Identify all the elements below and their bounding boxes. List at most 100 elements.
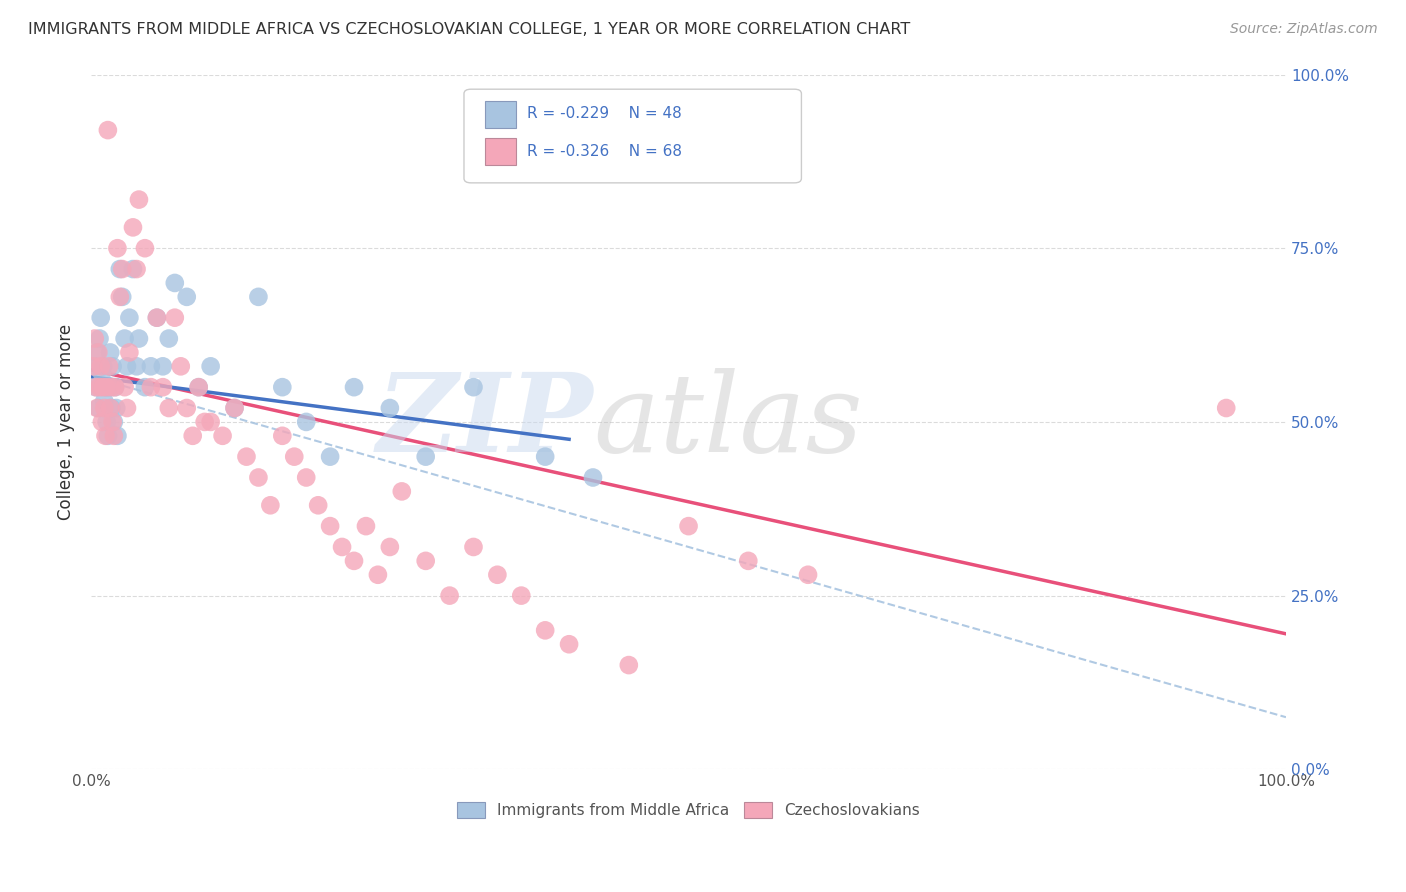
Point [330, 540, 353, 554]
Point [114, 380, 136, 394]
Point [415, 554, 437, 568]
Point [163, 276, 186, 290]
Point [307, 498, 329, 512]
Point [107, 241, 129, 255]
Point [91, 380, 114, 394]
Point [247, 470, 270, 484]
Point [211, 429, 233, 443]
Y-axis label: College, 1 year or more: College, 1 year or more [58, 324, 75, 520]
Point [107, 429, 129, 443]
Point [737, 554, 759, 568]
Point [152, 359, 174, 374]
Point [187, 380, 209, 394]
Point [93, 401, 115, 415]
Point [415, 450, 437, 464]
Point [97, 429, 120, 443]
Point [115, 359, 138, 374]
Point [176, 401, 198, 415]
Point [163, 310, 186, 325]
Text: atlas: atlas [593, 368, 863, 475]
Point [354, 519, 377, 533]
Point [463, 540, 485, 554]
Point [582, 470, 605, 484]
Point [96, 415, 118, 429]
Point [83, 332, 105, 346]
Point [125, 359, 148, 374]
Point [510, 589, 533, 603]
Point [259, 498, 281, 512]
Point [486, 567, 509, 582]
Text: IMMIGRANTS FROM MIDDLE AFRICA VS CZECHOSLOVAKIAN COLLEGE, 1 YEAR OR MORE CORRELA: IMMIGRANTS FROM MIDDLE AFRICA VS CZECHOS… [28, 22, 910, 37]
Point [534, 624, 557, 638]
Point [617, 658, 640, 673]
Point [91, 359, 114, 374]
Text: R = -0.326    N = 68: R = -0.326 N = 68 [527, 145, 682, 159]
Point [122, 220, 145, 235]
Point [176, 290, 198, 304]
Point [114, 332, 136, 346]
Point [224, 401, 246, 415]
Point [319, 519, 342, 533]
Point [463, 380, 485, 394]
Point [319, 450, 342, 464]
Point [194, 415, 217, 429]
Point [108, 262, 131, 277]
Point [295, 415, 318, 429]
Point [343, 554, 366, 568]
Point [93, 394, 115, 409]
Point [200, 359, 222, 374]
Point [295, 470, 318, 484]
Point [271, 380, 294, 394]
Point [128, 332, 150, 346]
Point [104, 380, 127, 394]
Point [98, 345, 121, 359]
Point [98, 359, 121, 374]
Point [86, 345, 108, 359]
Point [271, 429, 294, 443]
Point [247, 290, 270, 304]
Point [105, 401, 128, 415]
Legend: Immigrants from Middle Africa, Czechoslovakians: Immigrants from Middle Africa, Czechoslo… [451, 796, 927, 824]
Point [90, 359, 112, 374]
Point [1215, 401, 1237, 415]
Point [558, 637, 581, 651]
Point [224, 401, 246, 415]
Point [84, 380, 107, 394]
Point [103, 429, 125, 443]
Point [90, 415, 112, 429]
Point [89, 380, 111, 394]
Point [98, 401, 121, 415]
Point [103, 415, 125, 429]
Point [111, 262, 134, 277]
Point [101, 359, 124, 374]
Point [101, 415, 124, 429]
Point [86, 401, 108, 415]
Point [94, 380, 117, 394]
Point [157, 401, 180, 415]
Point [146, 310, 169, 325]
Point [96, 380, 118, 394]
Point [125, 262, 148, 277]
Point [128, 193, 150, 207]
Point [170, 359, 193, 374]
Point [134, 380, 156, 394]
Point [97, 123, 120, 137]
Text: ZIP: ZIP [377, 368, 593, 475]
Point [391, 484, 413, 499]
Point [94, 429, 117, 443]
Point [84, 380, 107, 394]
Point [90, 366, 112, 380]
Point [111, 290, 134, 304]
Point [100, 380, 122, 394]
Point [87, 401, 110, 415]
Point [90, 310, 112, 325]
Point [98, 380, 121, 394]
Text: R = -0.229    N = 48: R = -0.229 N = 48 [527, 106, 682, 120]
Point [115, 401, 138, 415]
Point [89, 332, 111, 346]
Point [378, 540, 401, 554]
Point [122, 262, 145, 277]
Point [343, 380, 366, 394]
Point [108, 290, 131, 304]
Point [200, 415, 222, 429]
